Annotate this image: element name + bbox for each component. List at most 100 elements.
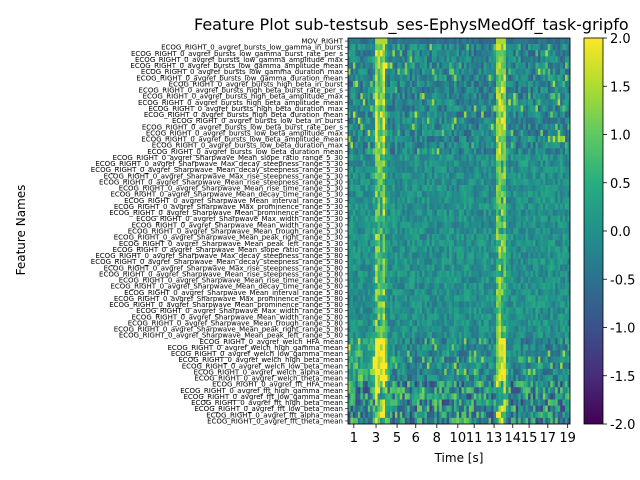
- heatmap-cell: [528, 301, 531, 308]
- heatmap-cell: [431, 344, 435, 351]
- heatmap-cell: [540, 129, 544, 137]
- heatmap-cell: [397, 368, 401, 376]
- heatmap-cell: [449, 142, 452, 149]
- heatmap-cell: [456, 270, 460, 278]
- heatmap-cell: [439, 185, 443, 192]
- heatmap-cell: [394, 56, 398, 63]
- heatmap-cell: [424, 264, 428, 272]
- heatmap-cell: [387, 178, 391, 186]
- heatmap-cell: [505, 289, 509, 296]
- heatmap-cell: [375, 154, 378, 161]
- heatmap-cell: [441, 313, 445, 321]
- heatmap-cell: [491, 307, 494, 315]
- heatmap-cell: [352, 234, 356, 241]
- heatmap-cell: [424, 350, 428, 357]
- heatmap-cell: [525, 252, 529, 259]
- heatmap-cell: [486, 332, 489, 339]
- heatmap-cell: [370, 246, 373, 253]
- heatmap-cell: [488, 50, 492, 57]
- heatmap-cell: [382, 185, 386, 192]
- heatmap-cell: [389, 93, 393, 100]
- heatmap-cell: [466, 154, 470, 161]
- heatmap-cell: [550, 215, 554, 223]
- heatmap-cell: [466, 276, 470, 284]
- heatmap-cell: [562, 356, 566, 364]
- heatmap-cell: [567, 56, 571, 63]
- heatmap-cell: [518, 344, 521, 351]
- heatmap-cell: [429, 129, 433, 137]
- heatmap-cell: [515, 203, 519, 210]
- heatmap-cell: [350, 301, 354, 308]
- heatmap-cell: [446, 93, 450, 100]
- heatmap-cell: [382, 197, 386, 204]
- heatmap-cell: [505, 350, 509, 357]
- heatmap-cell: [355, 246, 359, 253]
- heatmap-cell: [439, 356, 443, 364]
- heatmap-cell: [409, 289, 413, 296]
- heatmap-cell: [496, 111, 499, 118]
- heatmap-cell: [496, 142, 499, 149]
- heatmap-cell: [431, 160, 435, 167]
- heatmap-cell: [473, 215, 477, 223]
- heatmap-cell: [508, 62, 512, 69]
- heatmap-cell: [382, 123, 386, 131]
- heatmap-cell: [436, 283, 440, 290]
- heatmap-cell: [372, 350, 376, 357]
- heatmap-cell: [387, 209, 391, 216]
- heatmap-cell: [392, 209, 396, 216]
- heatmap-cell: [362, 221, 366, 229]
- heatmap-cell: [552, 68, 556, 76]
- heatmap-cell: [407, 203, 410, 210]
- heatmap-cell: [399, 368, 403, 376]
- heatmap-cell: [525, 50, 529, 57]
- heatmap-cell: [394, 344, 398, 351]
- heatmap-cell: [537, 325, 541, 333]
- heatmap-cell: [565, 209, 568, 216]
- heatmap-cell: [471, 209, 475, 216]
- heatmap-cell: [446, 129, 450, 137]
- heatmap-cell: [545, 289, 549, 296]
- heatmap-cell: [449, 105, 452, 112]
- heatmap-cell: [535, 252, 539, 259]
- heatmap-cell: [540, 105, 544, 112]
- heatmap-cell: [542, 325, 546, 333]
- heatmap-cell: [461, 172, 465, 180]
- heatmap-cell: [451, 227, 455, 235]
- heatmap-cell: [481, 270, 484, 278]
- heatmap-cell: [513, 307, 517, 315]
- heatmap-cell: [537, 123, 541, 131]
- heatmap-cell: [535, 166, 539, 174]
- heatmap-cell: [525, 203, 529, 210]
- heatmap-cell: [560, 234, 563, 241]
- heatmap-cell: [537, 332, 541, 339]
- heatmap-cell: [382, 203, 386, 210]
- heatmap-cell: [486, 123, 489, 131]
- heatmap-cell: [550, 166, 554, 174]
- heatmap-cell: [389, 338, 393, 345]
- heatmap-cell: [404, 374, 408, 382]
- heatmap-cell: [476, 68, 480, 76]
- heatmap-cell: [468, 80, 472, 88]
- heatmap-cell: [431, 111, 435, 118]
- heatmap-cell: [473, 319, 477, 327]
- heatmap-cell: [419, 105, 423, 112]
- heatmap-cell: [520, 368, 524, 376]
- heatmap-cell: [520, 166, 524, 174]
- heatmap-cell: [426, 344, 430, 351]
- heatmap-cell: [530, 44, 534, 51]
- heatmap-cell: [348, 129, 351, 137]
- heatmap-cell: [530, 283, 534, 290]
- heatmap-cell: [439, 332, 443, 339]
- heatmap-cell: [394, 129, 398, 137]
- heatmap-cell: [513, 117, 517, 125]
- heatmap-cell: [547, 172, 551, 180]
- heatmap-cell: [365, 264, 369, 272]
- heatmap-cell: [419, 56, 423, 63]
- heatmap-cell: [422, 344, 425, 351]
- heatmap-cell: [362, 362, 366, 370]
- heatmap-cell: [407, 178, 410, 186]
- heatmap-cell: [550, 209, 554, 216]
- heatmap-cell: [493, 142, 497, 149]
- heatmap-cell: [367, 142, 371, 149]
- heatmap-cell: [459, 154, 462, 161]
